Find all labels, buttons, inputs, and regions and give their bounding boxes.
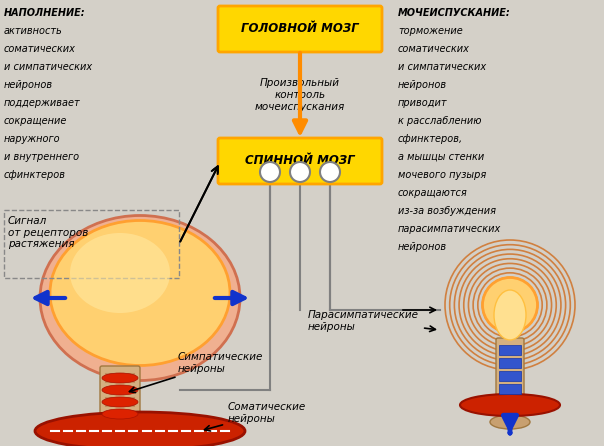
Ellipse shape <box>102 409 138 419</box>
FancyBboxPatch shape <box>218 6 382 52</box>
FancyBboxPatch shape <box>496 338 524 397</box>
Text: мочевого пузыря: мочевого пузыря <box>398 170 486 180</box>
Text: и внутреннего: и внутреннего <box>4 152 79 162</box>
Text: НАПОЛНЕНИЕ:: НАПОЛНЕНИЕ: <box>4 8 86 18</box>
Text: ГОЛОВНОЙ МОЗГ: ГОЛОВНОЙ МОЗГ <box>241 22 359 36</box>
Text: приводит: приводит <box>398 98 448 108</box>
Circle shape <box>290 162 310 182</box>
Ellipse shape <box>50 220 230 366</box>
Ellipse shape <box>35 412 245 446</box>
Text: торможение: торможение <box>398 26 463 36</box>
Text: СПИННОЙ МОЗГ: СПИННОЙ МОЗГ <box>245 154 355 168</box>
Ellipse shape <box>102 397 138 407</box>
Ellipse shape <box>483 277 538 333</box>
FancyBboxPatch shape <box>499 358 521 368</box>
Text: Соматические
нейроны: Соматические нейроны <box>205 402 306 431</box>
Ellipse shape <box>70 233 170 313</box>
Text: активность: активность <box>4 26 63 36</box>
Text: соматических: соматических <box>398 44 470 54</box>
Circle shape <box>260 162 280 182</box>
Text: и симпатических: и симпатических <box>398 62 486 72</box>
Text: сокращаются: сокращаются <box>398 188 467 198</box>
Text: наружного: наружного <box>4 134 60 144</box>
FancyBboxPatch shape <box>100 366 140 425</box>
FancyBboxPatch shape <box>218 138 382 184</box>
FancyBboxPatch shape <box>499 384 521 394</box>
Text: парасимпатических: парасимпатических <box>398 224 501 234</box>
FancyBboxPatch shape <box>499 345 521 355</box>
Text: МОЧЕИСПУСКАНИЕ:: МОЧЕИСПУСКАНИЕ: <box>398 8 511 18</box>
Text: Парасимпатические
нейроны: Парасимпатические нейроны <box>308 310 435 331</box>
Text: а мышцы стенки: а мышцы стенки <box>398 152 484 162</box>
FancyBboxPatch shape <box>499 371 521 381</box>
Text: Сигнал
от рецепторов
растяжения: Сигнал от рецепторов растяжения <box>8 216 88 249</box>
Text: и симпатических: и симпатических <box>4 62 92 72</box>
Text: сфинктеров: сфинктеров <box>4 170 66 180</box>
Text: нейронов: нейронов <box>398 80 447 90</box>
Text: к расслаблению: к расслаблению <box>398 116 481 126</box>
Ellipse shape <box>102 385 138 395</box>
Ellipse shape <box>40 215 240 380</box>
Text: соматических: соматических <box>4 44 76 54</box>
Ellipse shape <box>115 444 165 446</box>
Text: нейронов: нейронов <box>398 242 447 252</box>
Circle shape <box>320 162 340 182</box>
Ellipse shape <box>460 394 560 416</box>
Ellipse shape <box>494 290 526 340</box>
Text: поддерживает: поддерживает <box>4 98 80 108</box>
Text: сфинктеров,: сфинктеров, <box>398 134 463 144</box>
Text: из-за возбуждения: из-за возбуждения <box>398 206 496 216</box>
Text: сокращение: сокращение <box>4 116 68 126</box>
Ellipse shape <box>490 415 530 429</box>
Ellipse shape <box>102 373 138 383</box>
Text: нейронов: нейронов <box>4 80 53 90</box>
Text: Симпатические
нейроны: Симпатические нейроны <box>129 352 263 392</box>
Text: Произвольный
контроль
мочеиспускания: Произвольный контроль мочеиспускания <box>255 78 345 112</box>
Bar <box>4 210 179 278</box>
